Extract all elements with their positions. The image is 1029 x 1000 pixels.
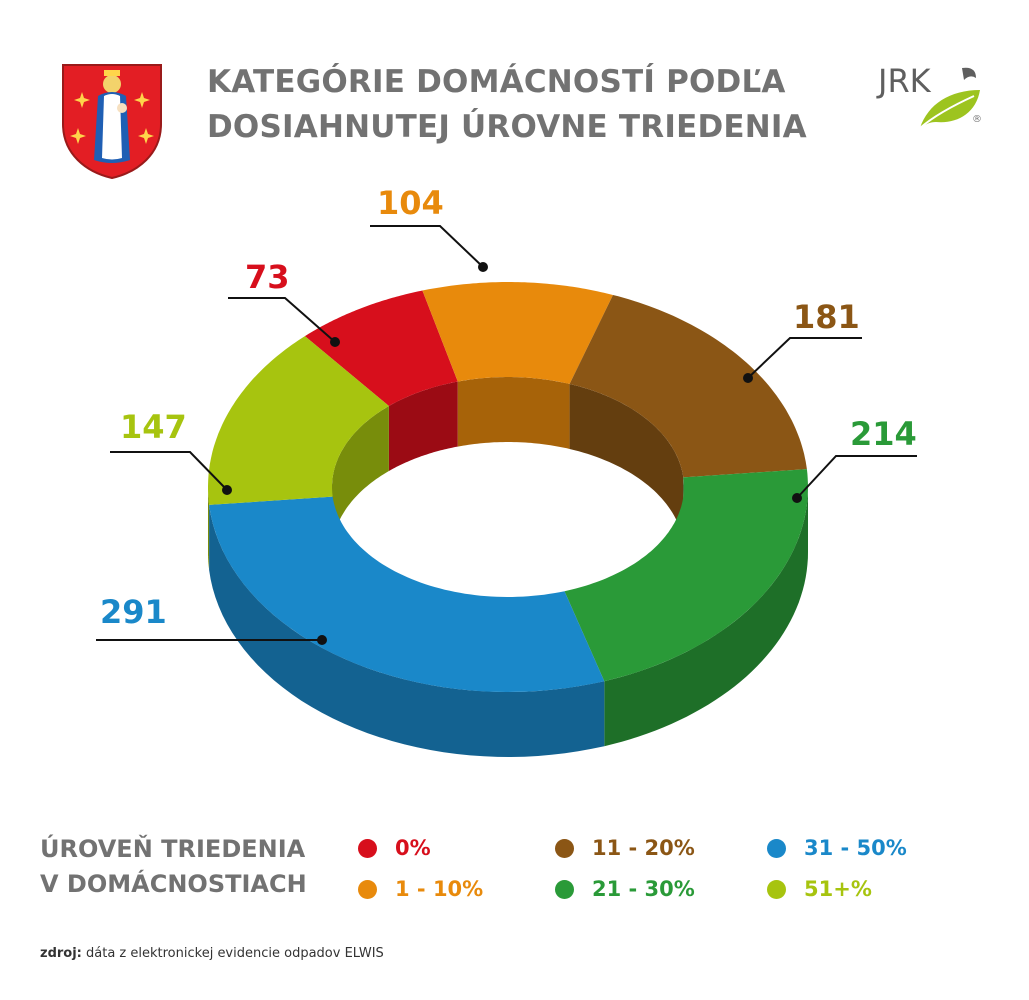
title-line-1: KATEGÓRIE DOMÁCNOSTÍ PODĽA [207,64,786,100]
source-text: dáta z elektronickej evidencie odpadov E… [86,946,384,961]
legend-item-1 - 10%: 1 - 10% [358,877,483,901]
legend-title-line-1: ÚROVEŇ TRIEDENIA [40,835,306,863]
inner-wall-1 - 10% [457,377,570,449]
chart-title: KATEGÓRIE DOMÁCNOSTÍ PODĽA DOSIAHNUTEJ Ú… [207,60,807,150]
data-label-0%: 73 [245,258,290,296]
slice-11 - 20% [569,295,807,478]
legend-dot-icon [767,838,786,858]
donut-chart: 73 104 181 214 291 147 [96,184,917,757]
legend-dot-icon [358,838,377,858]
logo-text: JRK [876,62,932,100]
legend-dot-icon [358,879,377,899]
legend-dot-icon [555,879,574,899]
legend-label: 11 - 20% [592,836,695,860]
inner-wall-0% [388,381,458,471]
leader-line-51+% [110,451,228,491]
slice-31 - 50% [209,496,605,692]
legend-title-line-2: V DOMÁCNOSTIACH [40,870,307,898]
donut-tops [208,282,808,692]
data-label-51+%: 147 [120,408,187,446]
legend-item-51+%: 51+% [767,877,872,901]
leader-line-1 - 10% [370,225,484,268]
legend-item-21 - 30%: 21 - 30% [555,877,695,901]
legend-label: 1 - 10% [395,877,484,901]
leader-line-21 - 30% [796,455,917,499]
data-label-1 - 10%: 104 [377,184,444,222]
slice-1 - 10% [422,282,613,384]
town-coat-of-arms-icon [62,64,162,180]
slice-0% [304,290,458,406]
legend-item-31 - 50%: 31 - 50% [767,836,907,860]
legend-dot-icon [767,879,786,899]
data-label-31 - 50%: 291 [100,593,167,631]
data-label-21 - 30%: 214 [850,415,917,453]
legend-label: 21 - 30% [592,877,695,901]
source-note: zdroj: dáta z elektronickej evidencie od… [40,946,384,961]
leader-dot-31 - 50% [317,635,327,645]
source-label: zdroj: [40,946,82,961]
donut-walls [208,377,808,757]
legend-title: ÚROVEŇ TRIEDENIA V DOMÁCNOSTIACH [40,832,307,902]
data-label-11 - 20%: 181 [793,298,860,336]
legend-label: 31 - 50% [804,836,907,860]
leaf-icon: JRK ® [876,62,982,129]
slice-51+% [208,336,389,505]
leader-dot-51+% [222,485,232,495]
inner-wall-51+% [332,406,389,552]
leader-line-0% [228,297,336,343]
slice-21 - 30% [564,469,808,682]
inner-wall-11 - 20% [569,384,684,543]
leader-dot-1 - 10% [478,262,488,272]
label-leaders [96,225,917,645]
jrk-logo-icon: JRK ® [876,60,986,132]
legend-label: 0% [395,836,431,860]
outer-wall-21 - 30% [604,487,808,747]
leader-dot-0% [330,337,340,347]
outer-wall-51+% [208,487,210,570]
leader-dot-21 - 30% [792,493,802,503]
legend-item-11 - 20%: 11 - 20% [555,836,695,860]
title-line-2: DOSIAHNUTEJ ÚROVNE TRIEDENIA [207,109,807,145]
data-labels: 73 104 181 214 291 147 [100,184,917,631]
leader-line-11 - 20% [747,337,862,379]
legend-item-0%: 0% [358,836,431,860]
registered-mark: ® [972,114,982,125]
leader-dot-11 - 20% [743,373,753,383]
legend-dot-icon [555,838,574,858]
outer-wall-31 - 50% [209,504,605,757]
legend-label: 51+% [804,877,872,901]
